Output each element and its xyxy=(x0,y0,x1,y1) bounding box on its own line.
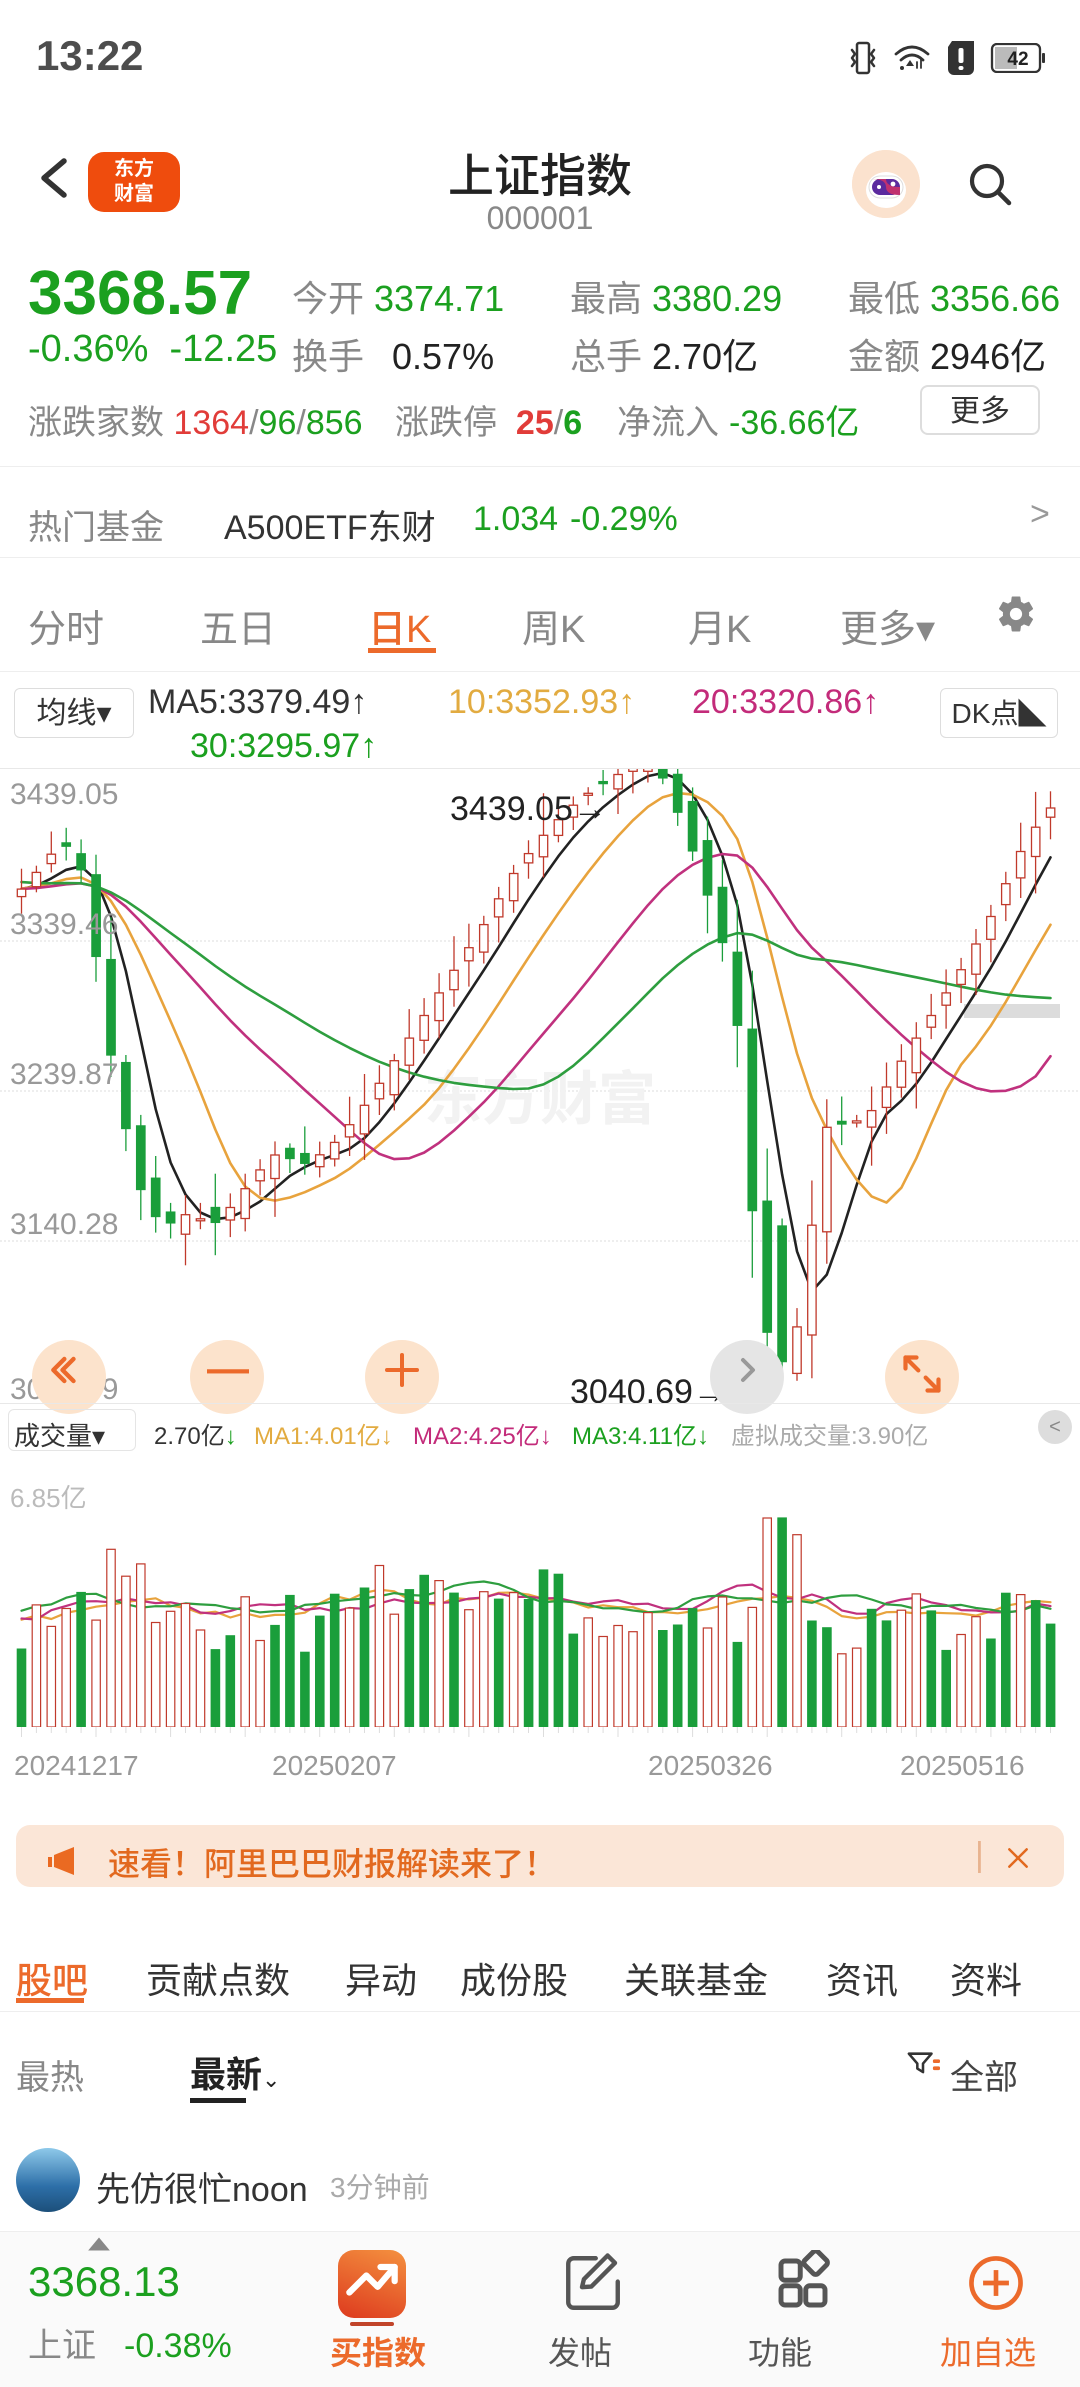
svg-text:42: 42 xyxy=(1007,49,1028,70)
svg-text:东方财富: 东方财富 xyxy=(424,1067,656,1132)
